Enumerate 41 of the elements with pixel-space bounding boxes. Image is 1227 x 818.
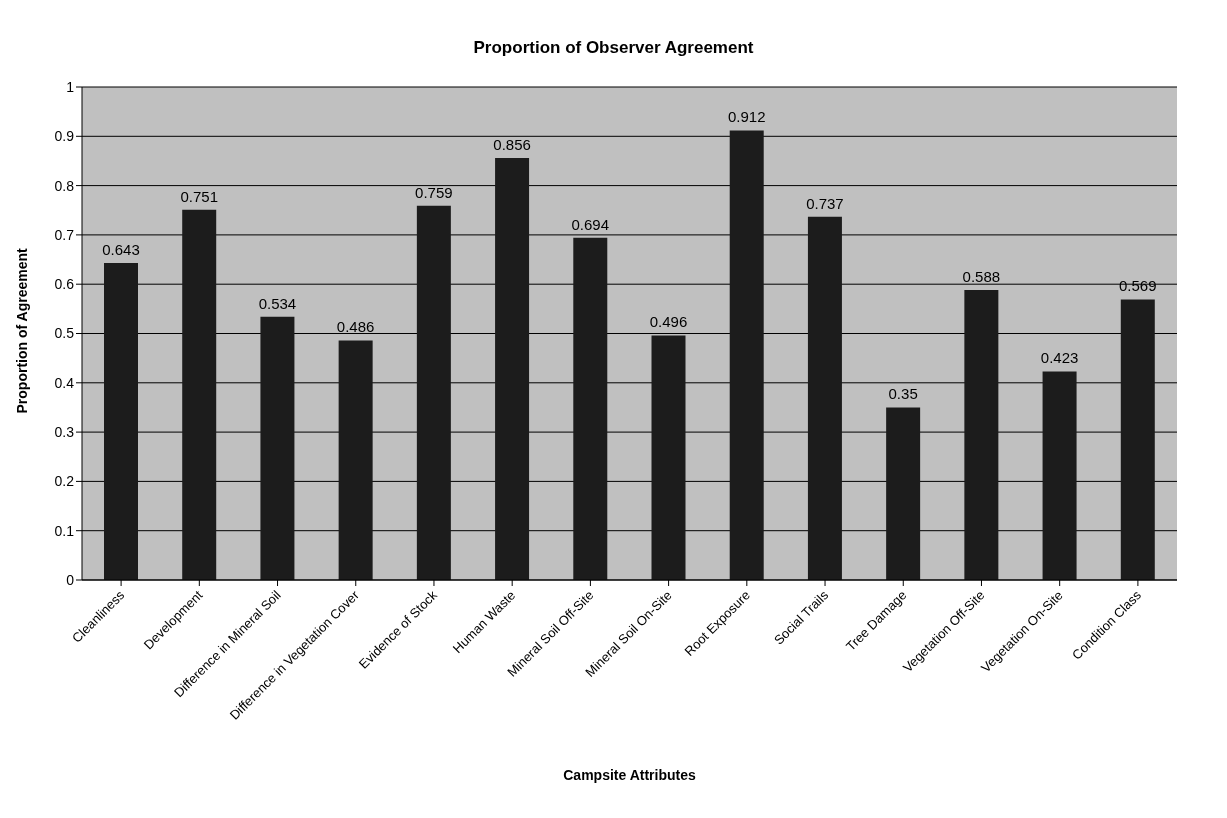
data-label: 0.35 [888,385,918,403]
bar [260,316,295,580]
bar [573,237,608,580]
y-tick-label: 0.4 [54,374,75,391]
y-tick-label: 0.5 [54,325,75,342]
data-label: 0.694 [571,215,610,233]
data-label: 0.588 [962,268,1001,286]
y-axis-title: Proportion of Agreement [13,248,30,414]
data-label: 0.486 [336,318,375,336]
data-label: 0.423 [1040,349,1079,367]
bar [964,290,999,580]
y-tick-label: 0.1 [54,522,75,539]
y-tick-label: 0.2 [54,473,75,490]
bar [338,340,373,580]
data-label: 0.534 [258,294,297,312]
bar [1120,299,1155,580]
data-label: 0.737 [806,194,844,212]
data-label: 0.496 [649,313,688,331]
bar [886,407,921,580]
data-label: 0.751 [180,187,218,205]
bar [495,157,530,580]
y-tick-label: 1 [66,78,75,95]
data-label: 0.643 [102,241,140,258]
data-label: 0.912 [727,108,766,126]
y-tick-label: 0.6 [54,276,75,293]
x-axis-title: Campsite Attributes [563,767,696,783]
y-tick-label: 0.9 [54,128,75,145]
bar [1042,371,1077,580]
data-label: 0.856 [493,135,531,153]
bar [651,335,686,580]
y-tick-label: 0.8 [54,177,75,194]
chart-title: Proportion of Observer Agreement [472,38,755,58]
y-tick-label: 0.7 [54,226,75,243]
bar [104,263,138,580]
data-label: 0.759 [415,183,453,201]
y-tick-label: 0.3 [54,424,75,441]
bar [807,216,842,580]
bar [416,205,451,580]
bar [729,130,764,580]
bar [182,209,217,580]
y-tick-label: 0 [66,571,75,588]
